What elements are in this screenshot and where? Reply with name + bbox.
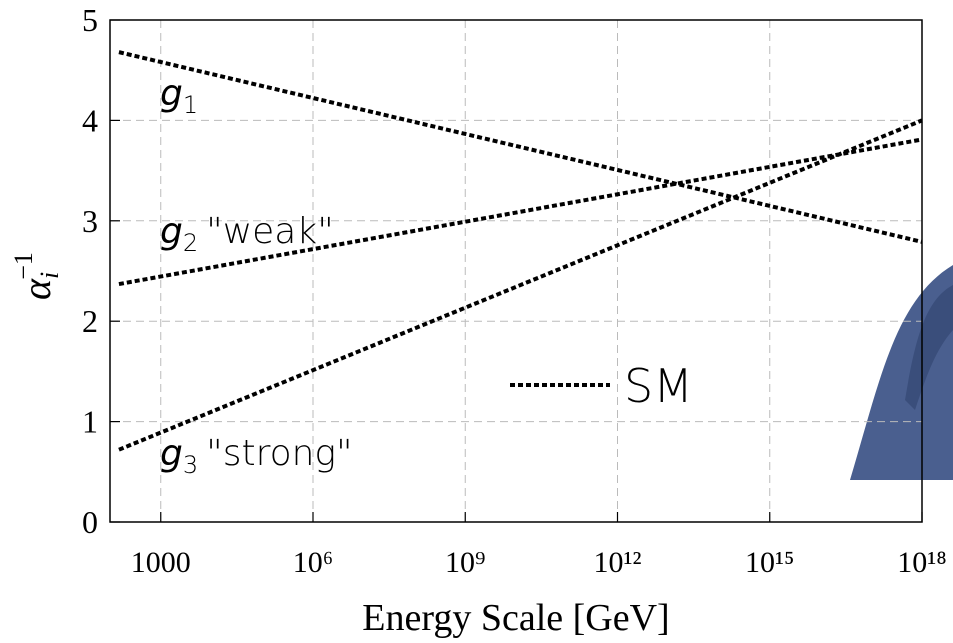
y-tick-label: 2 — [82, 303, 98, 339]
line-series — [118, 50, 923, 244]
x-tick-label: 10¹⁵ — [745, 546, 794, 579]
y-label-symbol: α — [14, 278, 59, 300]
x-tick-label: 10⁹ — [445, 546, 485, 579]
annotation: g2 "weak" — [160, 211, 334, 257]
annotation-sub: 3 — [183, 451, 198, 479]
x-tick-label: 10¹⁸ — [897, 546, 946, 579]
y-tick-label: 5 — [82, 2, 98, 38]
line-series — [118, 118, 923, 452]
annotation-symbol: g — [160, 211, 183, 252]
x-tick-label: 1000 — [131, 546, 191, 579]
y-tick-label: 3 — [82, 203, 98, 239]
annotation: g1 — [160, 73, 198, 119]
photo-shadow — [905, 285, 953, 410]
plot-frame — [109, 19, 923, 523]
y-tick-label: 0 — [82, 504, 98, 540]
y-axis-label: αi−1 — [9, 252, 64, 300]
x-axis-label: Energy Scale [GeV] — [362, 597, 669, 639]
legend-label: SM — [624, 359, 693, 413]
y-label-sup: −1 — [9, 252, 38, 280]
annotation-symbol: g — [160, 433, 183, 474]
annotation-symbol: g — [160, 73, 183, 114]
y-tick-label: 4 — [82, 102, 98, 138]
photo-fragment — [850, 265, 953, 480]
y-label-sub: i — [35, 272, 64, 279]
annotation-text: "weak" — [206, 211, 334, 252]
x-tick-label: 10⁶ — [293, 546, 333, 579]
y-tick-label: 1 — [82, 404, 98, 440]
annotation-text: "strong" — [206, 433, 352, 474]
annotation: g3 "strong" — [160, 433, 353, 479]
x-tick-label: 10¹² — [594, 546, 642, 579]
annotation-sub: 1 — [183, 91, 198, 119]
annotation-sub: 2 — [183, 229, 198, 257]
